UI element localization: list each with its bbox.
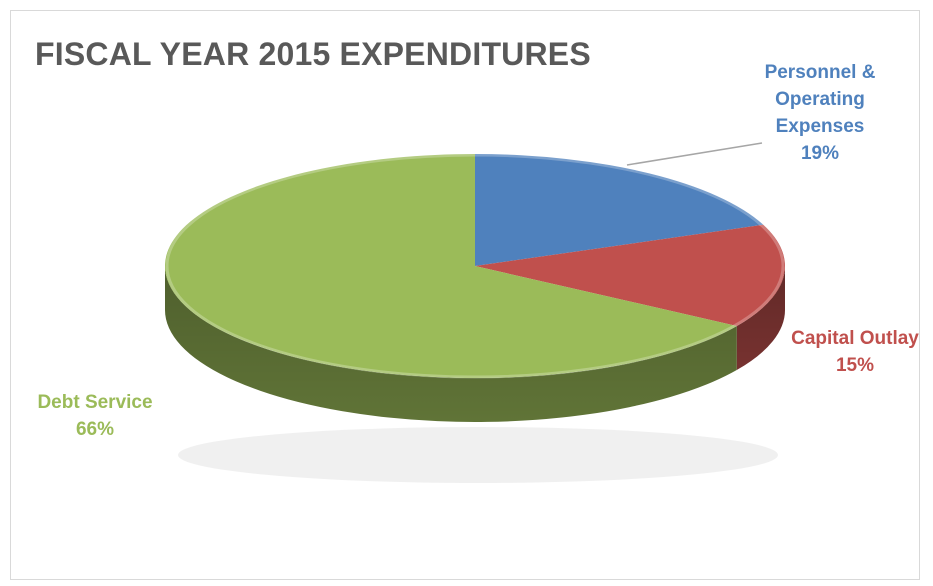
pie-sides — [165, 266, 785, 422]
chart-title: FISCAL YEAR 2015 EXPENDITURES — [35, 36, 591, 72]
data-label-capital: Capital Outlay 15% — [775, 326, 933, 380]
data-label-capital-value: 15% — [835, 354, 875, 376]
data-label-debt: Debt Service 66% — [15, 390, 175, 444]
data-label-debt-line1: Debt Service — [37, 392, 153, 413]
pie-rim-highlight — [165, 153, 785, 379]
data-label-personnel-line2: Operating — [775, 88, 865, 110]
pie-slice-capital — [475, 224, 785, 327]
leader-line-personnel — [626, 142, 763, 166]
pie-tops — [164, 153, 785, 379]
data-label-personnel-line3: Expenses — [775, 115, 865, 137]
pie-shadow — [178, 427, 778, 483]
data-label-personnel-value: 19% — [800, 142, 840, 164]
pie-slice-debt — [164, 154, 737, 379]
data-label-capital-line1: Capital Outlay — [791, 328, 919, 349]
pie-side-shading-capital — [736, 266, 785, 371]
data-label-debt-value: 66% — [75, 418, 115, 440]
pie-slice-personnel — [475, 154, 764, 266]
pie-side-shading-debt — [165, 266, 737, 422]
data-label-personnel-line1: Personnel & — [764, 62, 876, 83]
data-label-personnel: Personnel & Operating Expenses 19% — [745, 60, 895, 168]
